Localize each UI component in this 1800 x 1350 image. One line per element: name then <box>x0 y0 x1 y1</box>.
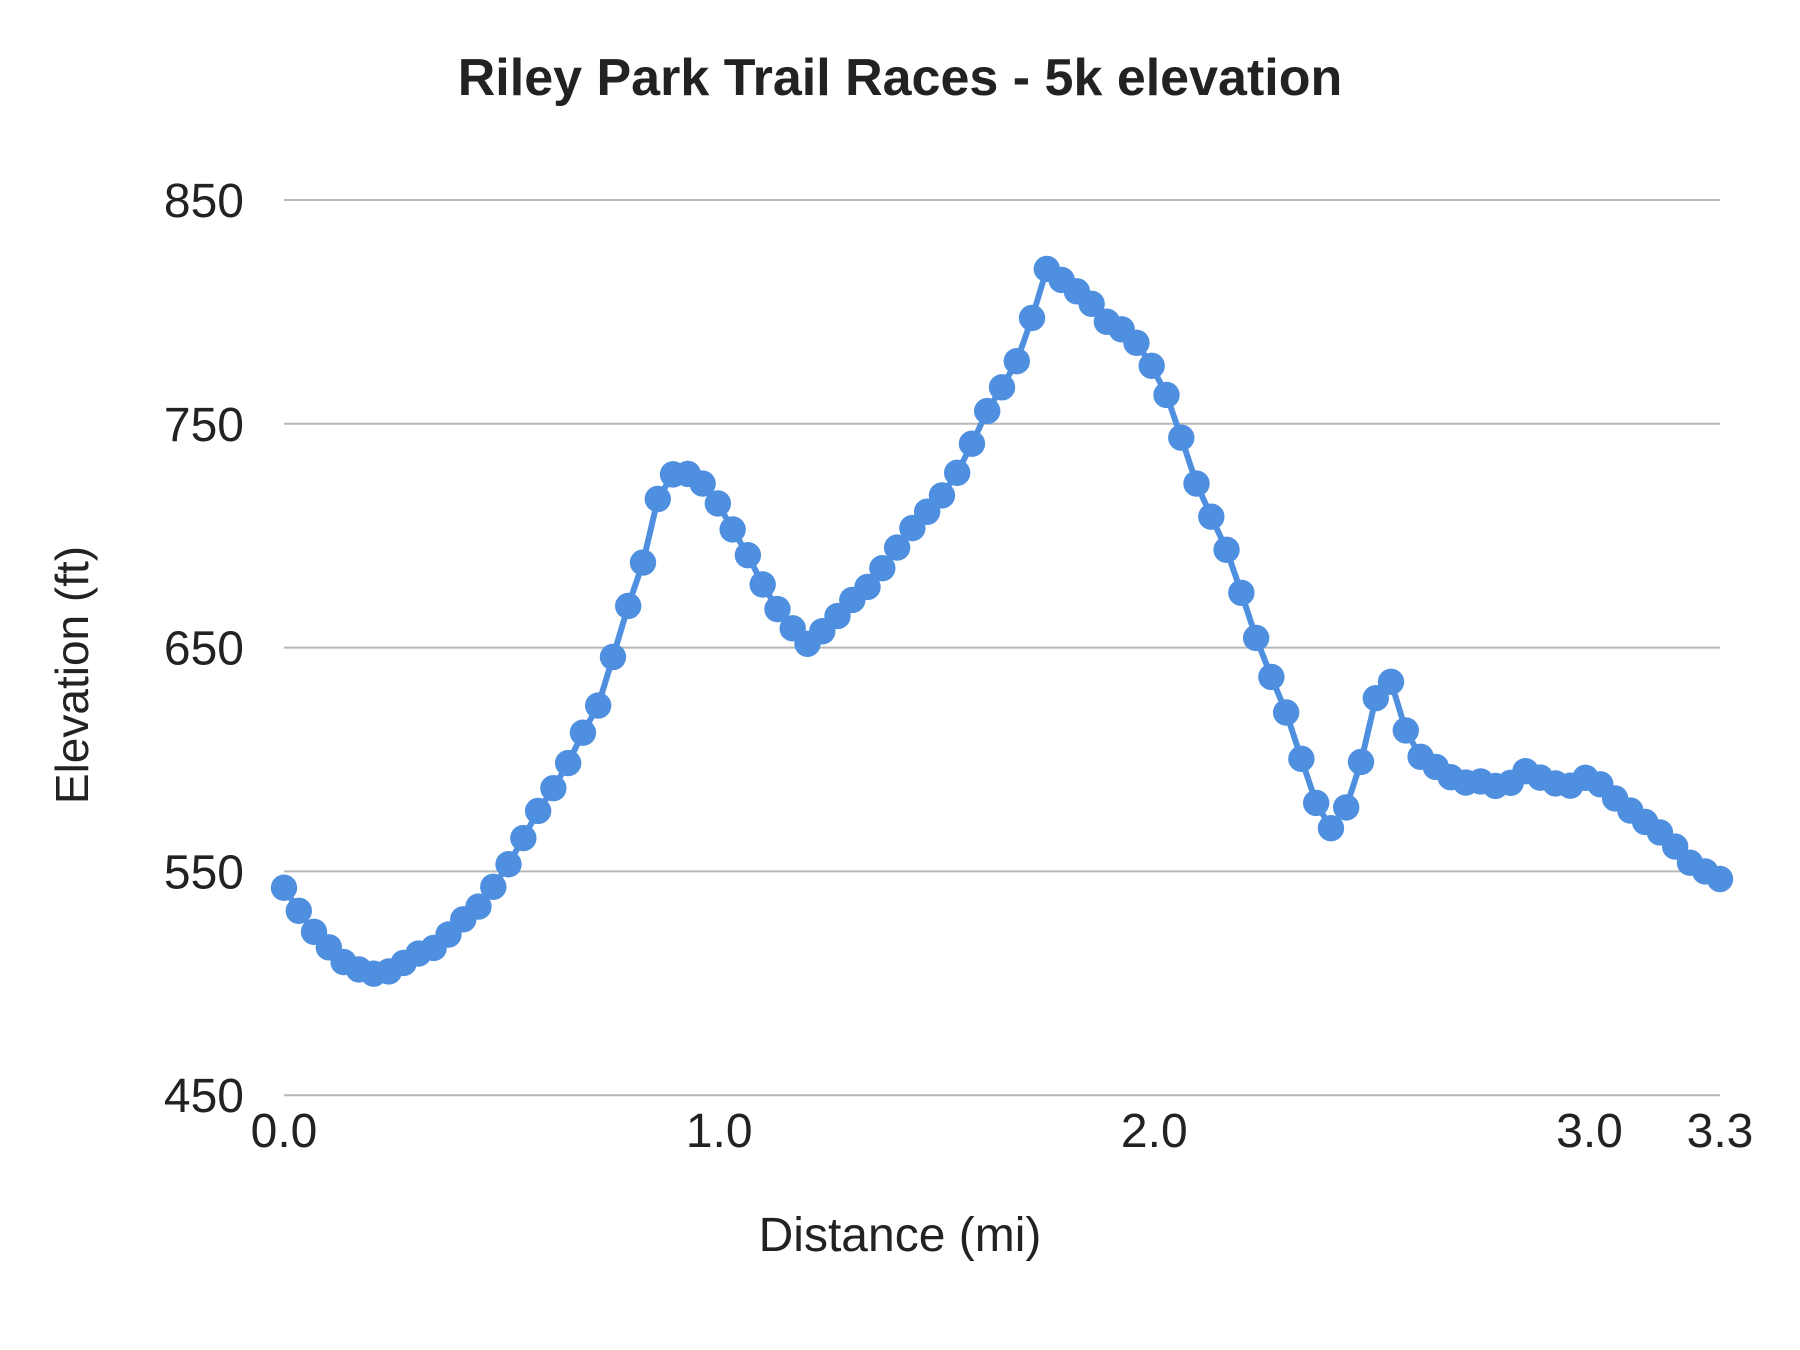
svg-text:3.3: 3.3 <box>1687 1105 1754 1158</box>
svg-text:3.0: 3.0 <box>1556 1105 1623 1158</box>
svg-text:1.0: 1.0 <box>686 1105 753 1158</box>
svg-text:650: 650 <box>164 623 244 676</box>
svg-text:750: 750 <box>164 399 244 452</box>
svg-text:550: 550 <box>164 846 244 899</box>
svg-text:0.0: 0.0 <box>251 1105 318 1158</box>
svg-text:450: 450 <box>164 1070 244 1123</box>
svg-text:850: 850 <box>164 175 244 228</box>
svg-text:2.0: 2.0 <box>1121 1105 1188 1158</box>
